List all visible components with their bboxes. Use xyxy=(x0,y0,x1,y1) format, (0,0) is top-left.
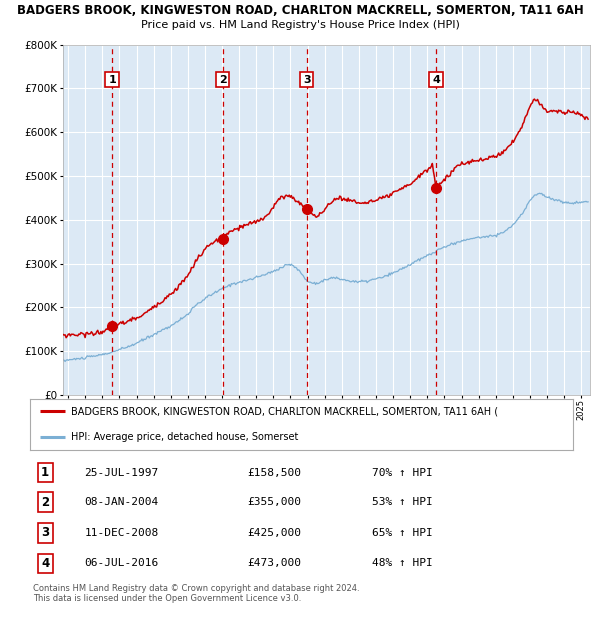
Text: 4: 4 xyxy=(41,557,49,570)
Text: 1: 1 xyxy=(108,74,116,85)
Text: £473,000: £473,000 xyxy=(247,559,301,569)
Text: 48% ↑ HPI: 48% ↑ HPI xyxy=(372,559,433,569)
Text: Price paid vs. HM Land Registry's House Price Index (HPI): Price paid vs. HM Land Registry's House … xyxy=(140,20,460,30)
Text: £158,500: £158,500 xyxy=(247,467,301,477)
Text: 3: 3 xyxy=(303,74,311,85)
Text: 4: 4 xyxy=(432,74,440,85)
Text: 11-DEC-2008: 11-DEC-2008 xyxy=(85,528,158,538)
Text: BADGERS BROOK, KINGWESTON ROAD, CHARLTON MACKRELL, SOMERTON, TA11 6AH: BADGERS BROOK, KINGWESTON ROAD, CHARLTON… xyxy=(17,4,583,17)
Text: £425,000: £425,000 xyxy=(247,528,301,538)
Text: 70% ↑ HPI: 70% ↑ HPI xyxy=(372,467,433,477)
Text: HPI: Average price, detached house, Somerset: HPI: Average price, detached house, Some… xyxy=(71,432,298,442)
Text: Contains HM Land Registry data © Crown copyright and database right 2024.
This d: Contains HM Land Registry data © Crown c… xyxy=(33,584,359,603)
Text: 65% ↑ HPI: 65% ↑ HPI xyxy=(372,528,433,538)
Text: 2: 2 xyxy=(41,495,49,508)
Text: BADGERS BROOK, KINGWESTON ROAD, CHARLTON MACKRELL, SOMERTON, TA11 6AH (: BADGERS BROOK, KINGWESTON ROAD, CHARLTON… xyxy=(71,407,498,417)
Text: 2: 2 xyxy=(219,74,226,85)
Text: 08-JAN-2004: 08-JAN-2004 xyxy=(85,497,158,507)
Text: 3: 3 xyxy=(41,526,49,539)
Text: 1: 1 xyxy=(41,466,49,479)
Text: 53% ↑ HPI: 53% ↑ HPI xyxy=(372,497,433,507)
Text: £355,000: £355,000 xyxy=(247,497,301,507)
Text: 06-JUL-2016: 06-JUL-2016 xyxy=(85,559,158,569)
Text: 25-JUL-1997: 25-JUL-1997 xyxy=(85,467,158,477)
